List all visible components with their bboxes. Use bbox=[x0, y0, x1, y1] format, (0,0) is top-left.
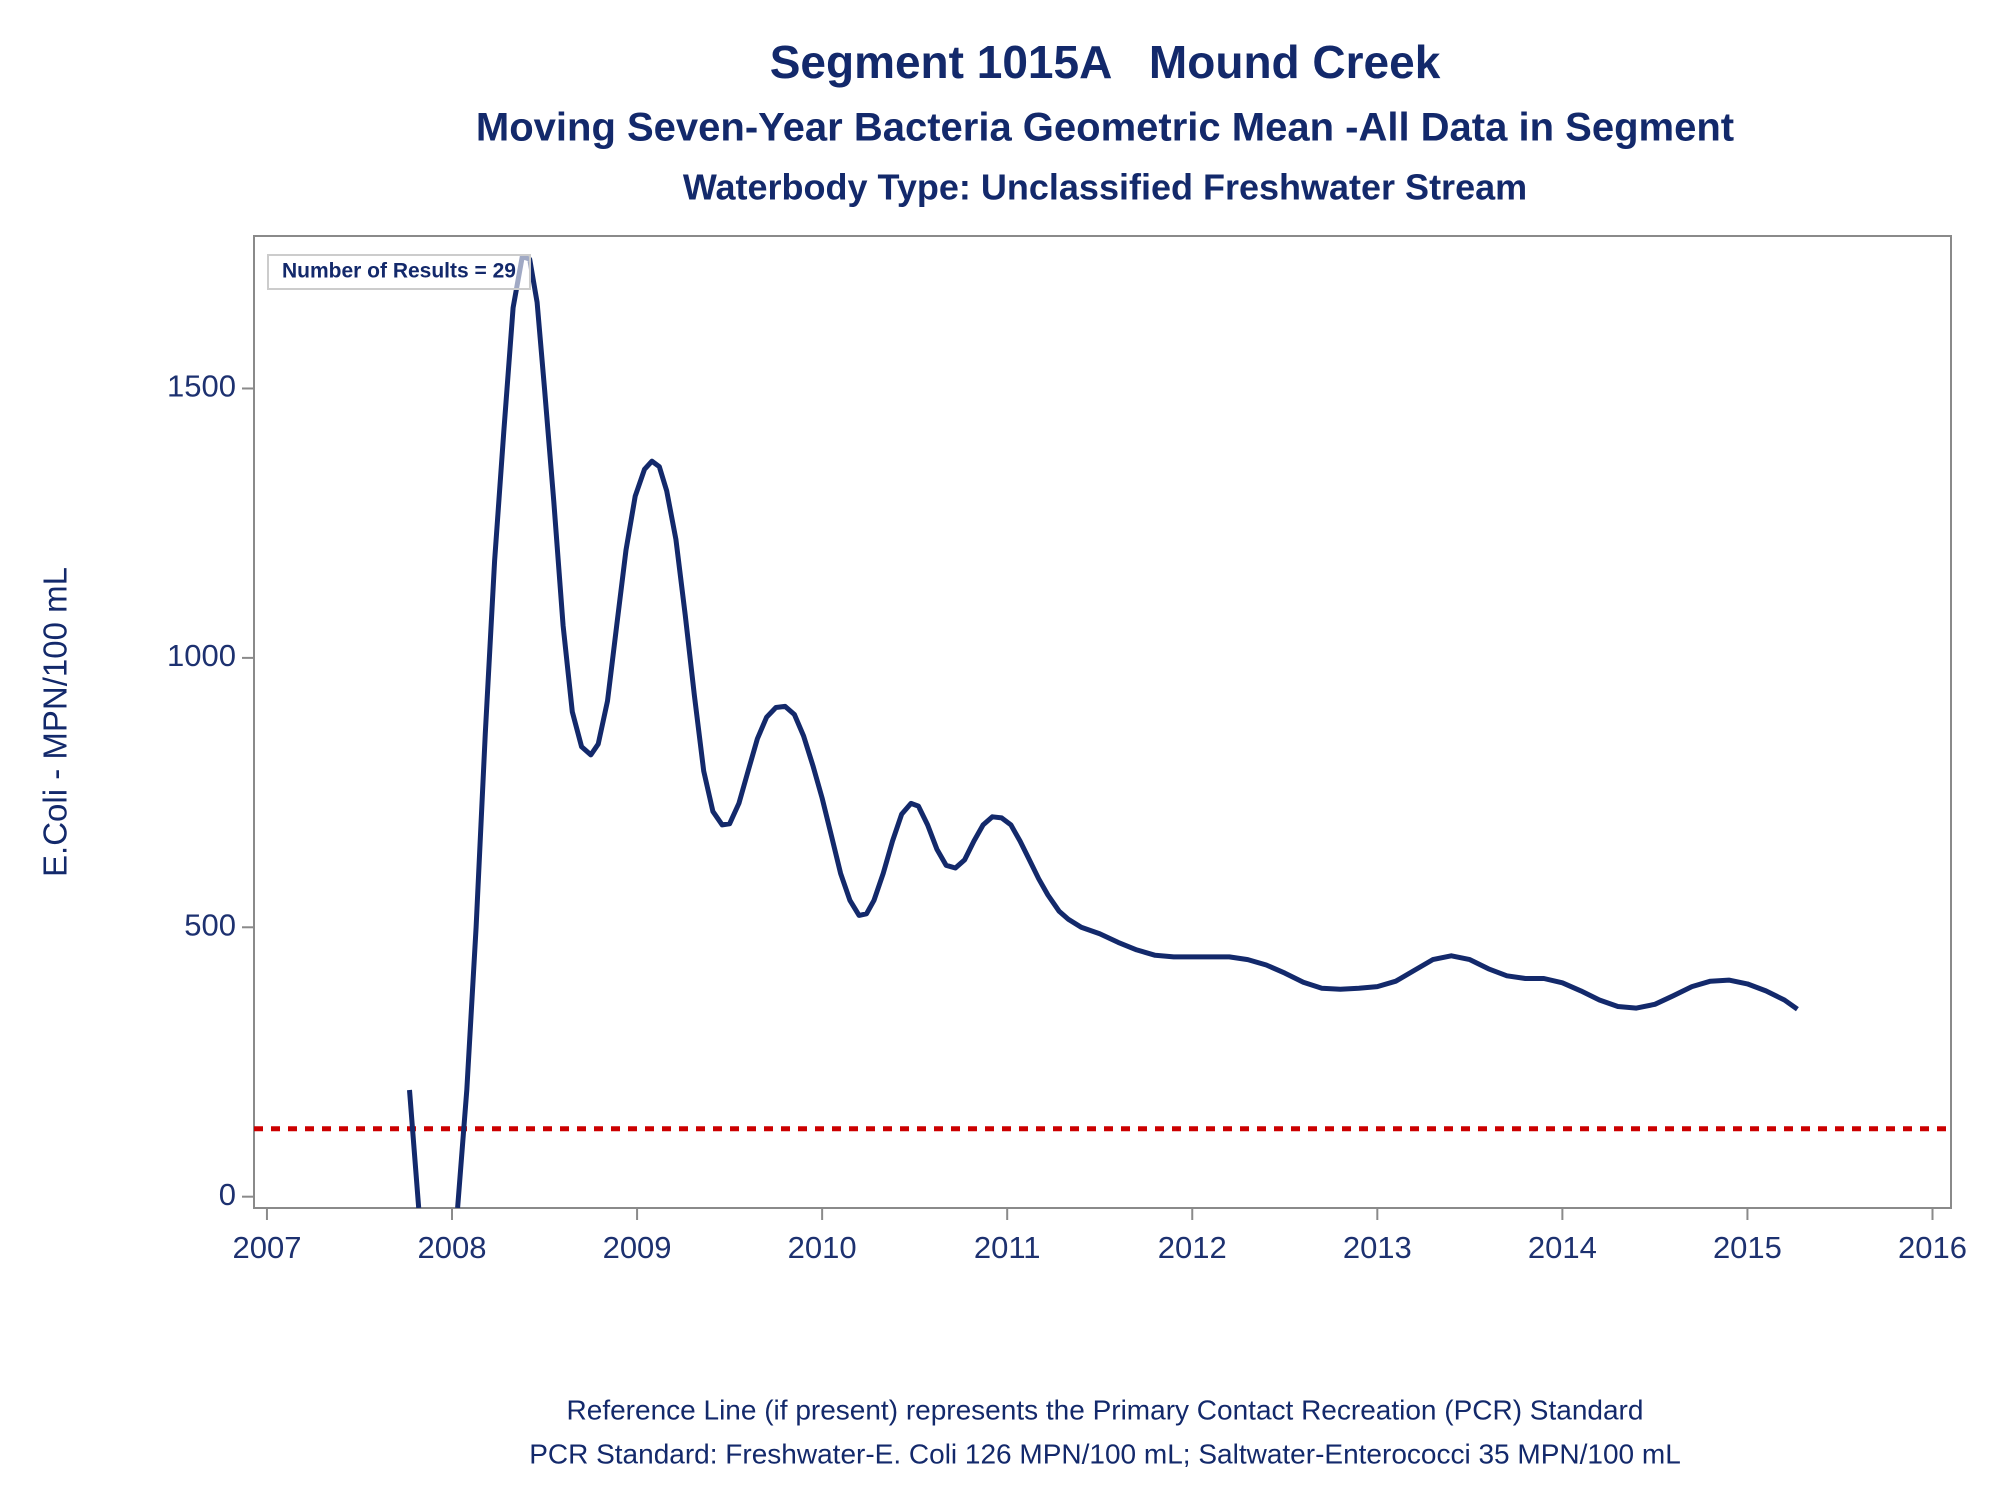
y-tick-label: 500 bbox=[184, 907, 236, 942]
footnote: Reference Line (if present) represents t… bbox=[567, 1394, 1644, 1425]
y-tick-label: 0 bbox=[219, 1177, 236, 1212]
x-tick-label: 2007 bbox=[232, 1230, 301, 1265]
x-tick-label: 2008 bbox=[418, 1230, 487, 1265]
x-tick-label: 2013 bbox=[1343, 1230, 1412, 1265]
y-tick-label: 1500 bbox=[167, 369, 236, 404]
x-tick-label: 2015 bbox=[1713, 1230, 1782, 1265]
x-tick-label: 2016 bbox=[1898, 1230, 1967, 1265]
plot-frame bbox=[253, 235, 1952, 1209]
chart-subtitle: Waterbody Type: Unclassified Freshwater … bbox=[683, 167, 1527, 208]
x-tick-label: 2012 bbox=[1158, 1230, 1227, 1265]
chart-subtitle: Moving Seven-Year Bacteria Geometric Mea… bbox=[476, 106, 1734, 150]
y-axis-label: E.Coli - MPN/100 mL bbox=[37, 567, 74, 877]
y-tick-label: 1000 bbox=[167, 638, 236, 673]
x-tick-label: 2014 bbox=[1528, 1230, 1597, 1265]
annotation-box bbox=[267, 254, 531, 290]
chart-title: Segment 1015A Mound Creek bbox=[770, 36, 1441, 88]
data-line bbox=[407, 254, 1799, 1208]
x-tick-label: 2011 bbox=[974, 1230, 1041, 1265]
annotation: Number of Results = 29 bbox=[282, 260, 516, 283]
x-tick-label: 2009 bbox=[603, 1230, 672, 1265]
x-tick-label: 2010 bbox=[788, 1230, 857, 1265]
footnote: PCR Standard: Freshwater-E. Coli 126 MPN… bbox=[529, 1438, 1681, 1469]
